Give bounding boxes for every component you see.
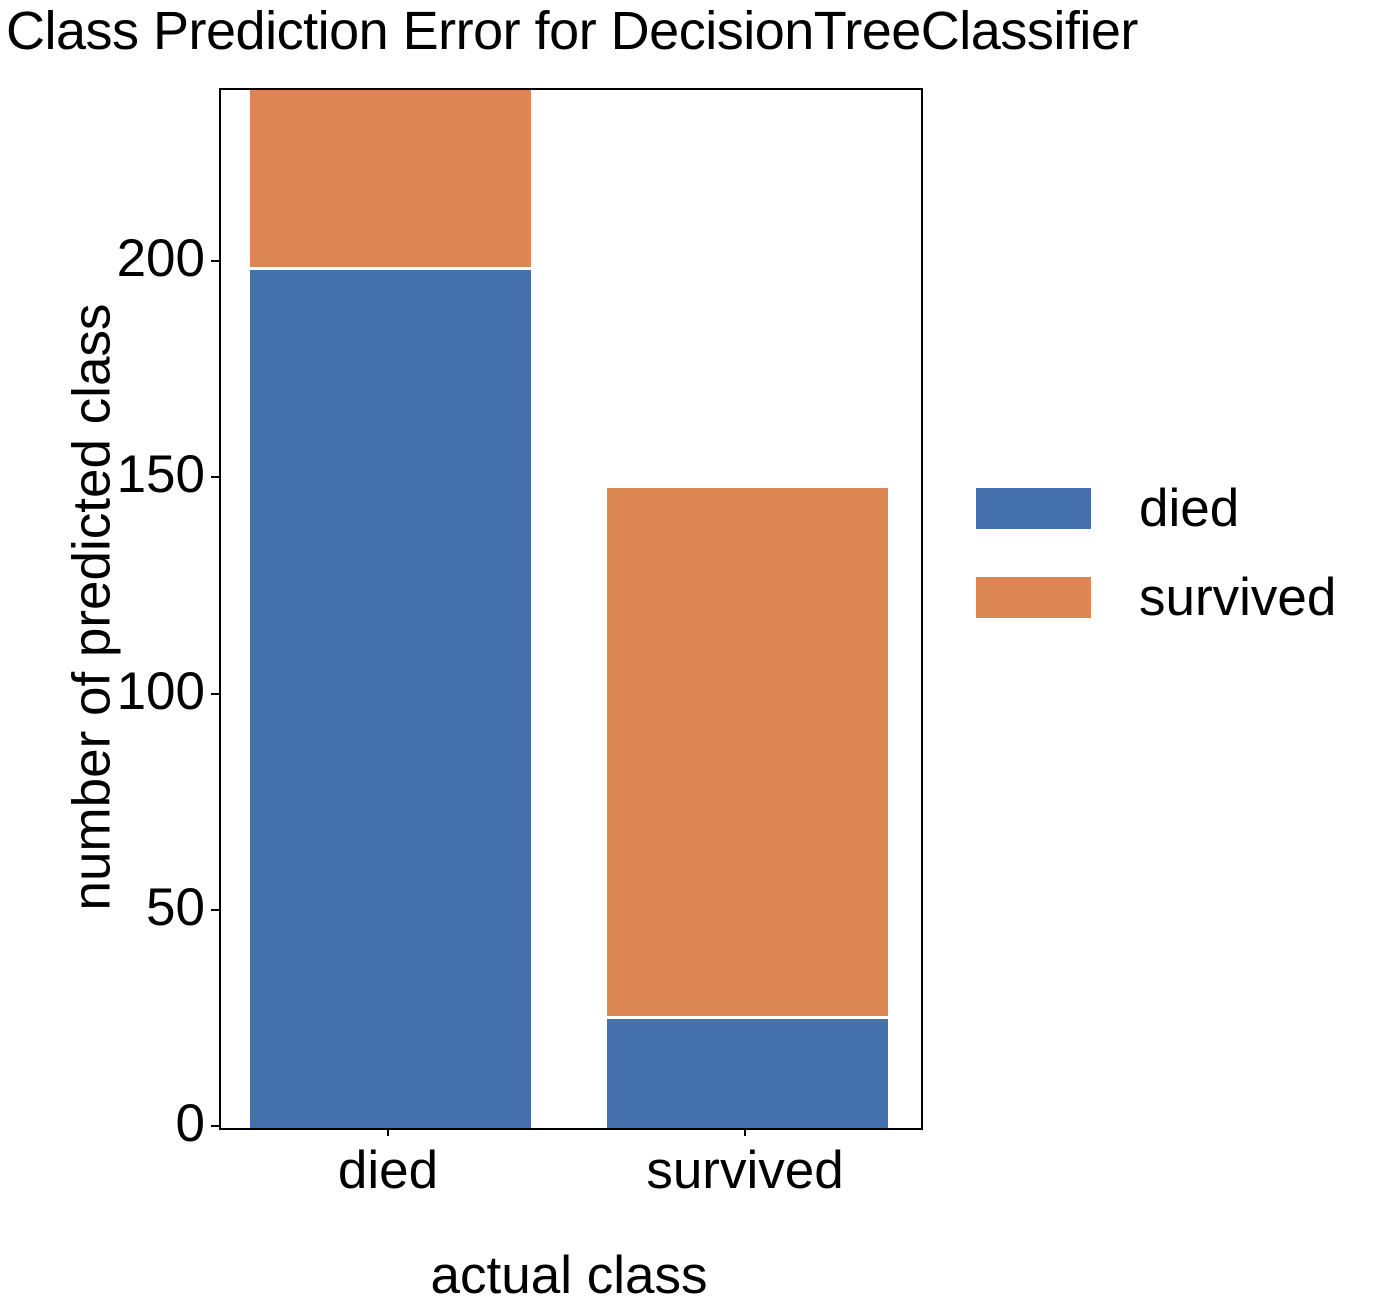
x-tick	[387, 1128, 389, 1136]
legend: died survived	[976, 478, 1336, 628]
y-tick-label: 150	[117, 444, 205, 505]
bar-survived-segment-died	[607, 1019, 888, 1128]
y-tick	[211, 909, 219, 911]
legend-label: survived	[1139, 567, 1336, 628]
x-tick-label: survived	[646, 1140, 843, 1201]
y-tick	[211, 693, 219, 695]
bar-survived-segment-survived	[607, 488, 888, 1016]
chart-title: Class Prediction Error for DecisionTreeC…	[6, 0, 1138, 62]
x-tick-label: died	[338, 1140, 438, 1201]
plot-area	[219, 88, 923, 1130]
y-tick-label: 100	[117, 661, 205, 722]
bar-died	[250, 90, 531, 1128]
legend-item-died: died	[976, 478, 1336, 539]
class-prediction-error-chart: Class Prediction Error for DecisionTreeC…	[0, 0, 1379, 1314]
bar-died-segment-died	[250, 270, 531, 1128]
legend-swatch	[976, 488, 1091, 529]
legend-label: died	[1139, 478, 1239, 539]
bar-died-segment-survived	[250, 90, 531, 267]
legend-swatch	[976, 577, 1091, 618]
y-tick-label: 0	[176, 1093, 205, 1154]
y-tick-label: 200	[117, 228, 205, 289]
bar-survived	[607, 488, 888, 1128]
y-tick	[211, 1125, 219, 1127]
y-tick	[211, 476, 219, 478]
y-axis-label: number of predicted class	[62, 304, 123, 911]
y-tick	[211, 260, 219, 262]
x-tick	[744, 1128, 746, 1136]
x-axis-label: actual class	[431, 1245, 708, 1306]
legend-item-survived: survived	[976, 567, 1336, 628]
y-tick-label: 50	[146, 877, 205, 938]
